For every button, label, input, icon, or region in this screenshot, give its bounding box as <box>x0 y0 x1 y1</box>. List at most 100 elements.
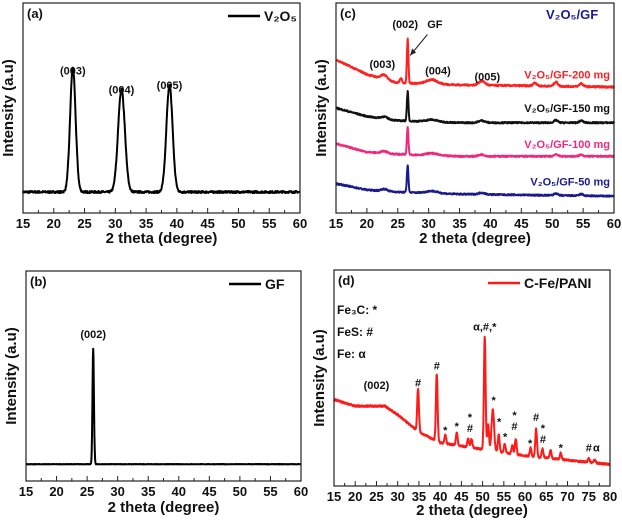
x-tick-label: 45 <box>454 489 468 504</box>
plot-frame <box>22 2 301 214</box>
series-line <box>335 126 615 158</box>
series-line <box>333 335 611 466</box>
x-tick-label: 30 <box>108 216 122 231</box>
series-label: V₂O₅/GF-200 mg <box>524 70 610 82</box>
peak-annotation: * <box>512 410 517 422</box>
peak-annotation: # <box>434 360 440 372</box>
y-axis-title: Intensity (a.u) <box>0 59 17 157</box>
x-tick-label: 80 <box>603 489 617 504</box>
x-tick-label: 20 <box>348 489 362 504</box>
peak-annotation: (002) <box>80 329 106 341</box>
peak-annotation: α,#,* <box>473 321 497 333</box>
x-tick-label: 50 <box>233 484 247 499</box>
x-axis-title: 2 theta (degree) <box>416 502 528 519</box>
x-tick-label: 75 <box>582 489 596 504</box>
peak-annotation: (004) <box>109 84 135 96</box>
chart-title: V₂O₅/GF <box>546 7 598 22</box>
x-tick-label: 15 <box>327 489 341 504</box>
peak-annotation: (002) <box>364 380 390 392</box>
x-axis-title: 2 theta (degree) <box>419 230 531 247</box>
x-tick-label: 40 <box>433 489 447 504</box>
peak-annotation: (003) <box>60 65 86 77</box>
x-tick-label: 35 <box>139 216 153 231</box>
series-line <box>25 347 302 466</box>
peak-annotation: * <box>455 421 460 433</box>
chart-panel-1: 15 20 25 30 35 40 45 50 55 60 2 theta (degree) Inte… <box>3 270 308 516</box>
peak-annotation: * <box>528 438 533 450</box>
peak-annotation: (003) <box>369 59 395 71</box>
panel-label: (c) <box>340 6 356 21</box>
phase-key-label: Fe: α <box>337 347 366 361</box>
peak-annotation: * <box>492 395 497 407</box>
x-tick-label: 30 <box>390 489 404 504</box>
peak-annotation: * <box>503 432 508 444</box>
x-axis-title: 2 theta (degree) <box>106 230 218 247</box>
chart-panel-2: V₂O₅/GF-200 mg V₂O₅/GF-150 mg V₂O₅/GF-100 … <box>313 2 621 247</box>
x-tick-label: 60 <box>518 489 532 504</box>
chart-panel-0: 15 20 25 30 35 40 45 50 55 60 2 theta (degree) Inte… <box>0 2 307 247</box>
panel-label: (d) <box>338 273 355 288</box>
x-tick-label: 65 <box>539 489 553 504</box>
series-line <box>335 37 615 89</box>
peak-annotation: # <box>511 421 517 433</box>
chart-panel-3: 15 20 25 30 35 40 45 50 55 60 65 70 75 80 2 theta (deg… <box>311 269 617 519</box>
peak-annotation: (004) <box>425 65 451 77</box>
x-tick-label: 55 <box>262 216 276 231</box>
series-label: V₂O₅/GF-150 mg <box>524 103 610 115</box>
x-tick-label: 45 <box>202 484 216 499</box>
x-tick-label: 25 <box>77 216 91 231</box>
peak-annotation: # <box>586 442 592 454</box>
peak-annotation: * <box>443 425 448 437</box>
x-tick-label: 60 <box>607 216 621 231</box>
x-tick-label: 20 <box>47 216 61 231</box>
peak-annotation: α <box>593 442 600 454</box>
y-axis-title: Intensity (a.u) <box>313 59 330 157</box>
x-tick-label: 25 <box>369 489 383 504</box>
x-tick-label: 45 <box>514 216 528 231</box>
legend-label: GF <box>265 276 285 292</box>
peak-annotation: GF <box>427 19 443 31</box>
x-tick-label: 20 <box>49 484 63 499</box>
peak-annotation: * <box>468 412 473 424</box>
x-tick-label: 30 <box>421 216 435 231</box>
x-tick-label: 20 <box>360 216 374 231</box>
x-tick-label: 40 <box>483 216 497 231</box>
peak-annotation: * <box>541 423 546 435</box>
peak-annotation: * <box>559 442 564 454</box>
phase-key-label: FeS: # <box>337 325 373 339</box>
series-label: V₂O₅/GF-50 mg <box>530 177 610 189</box>
legend-label: C-Fe/PANI <box>524 275 591 291</box>
peak-annotation: # <box>533 412 539 424</box>
x-tick-label: 50 <box>545 216 559 231</box>
x-tick-label: 25 <box>391 216 405 231</box>
x-tick-label: 25 <box>80 484 94 499</box>
peak-annotation: # <box>540 434 546 446</box>
panel-label: (b) <box>30 274 47 289</box>
x-tick-label: 55 <box>263 484 277 499</box>
x-tick-label: 50 <box>231 216 245 231</box>
peak-annotation: (005) <box>475 72 501 84</box>
peak-annotation: * <box>497 417 502 429</box>
panel-label: (a) <box>27 6 43 21</box>
x-tick-label: 70 <box>560 489 574 504</box>
x-tick-label: 35 <box>412 489 426 504</box>
peak-annotation: # <box>467 423 473 435</box>
x-tick-label: 40 <box>170 216 184 231</box>
x-tick-label: 50 <box>475 489 489 504</box>
x-tick-label: 40 <box>172 484 186 499</box>
arrow-head-icon <box>410 48 417 56</box>
x-axis-title: 2 theta (degree) <box>108 499 220 516</box>
phase-key-label: Fe₃C: * <box>337 303 378 317</box>
series-label: V₂O₅/GF-100 mg <box>524 139 610 151</box>
series-line <box>22 66 301 194</box>
series-line <box>335 164 615 198</box>
x-tick-label: 45 <box>200 216 214 231</box>
legend-label: V₂O₅ <box>264 8 297 24</box>
series-line <box>335 90 615 125</box>
x-tick-label: 55 <box>576 216 590 231</box>
x-tick-label: 60 <box>293 216 307 231</box>
y-axis-title: Intensity (a.u) <box>3 327 20 425</box>
x-tick-label: 15 <box>329 216 343 231</box>
x-tick-label: 35 <box>452 216 466 231</box>
